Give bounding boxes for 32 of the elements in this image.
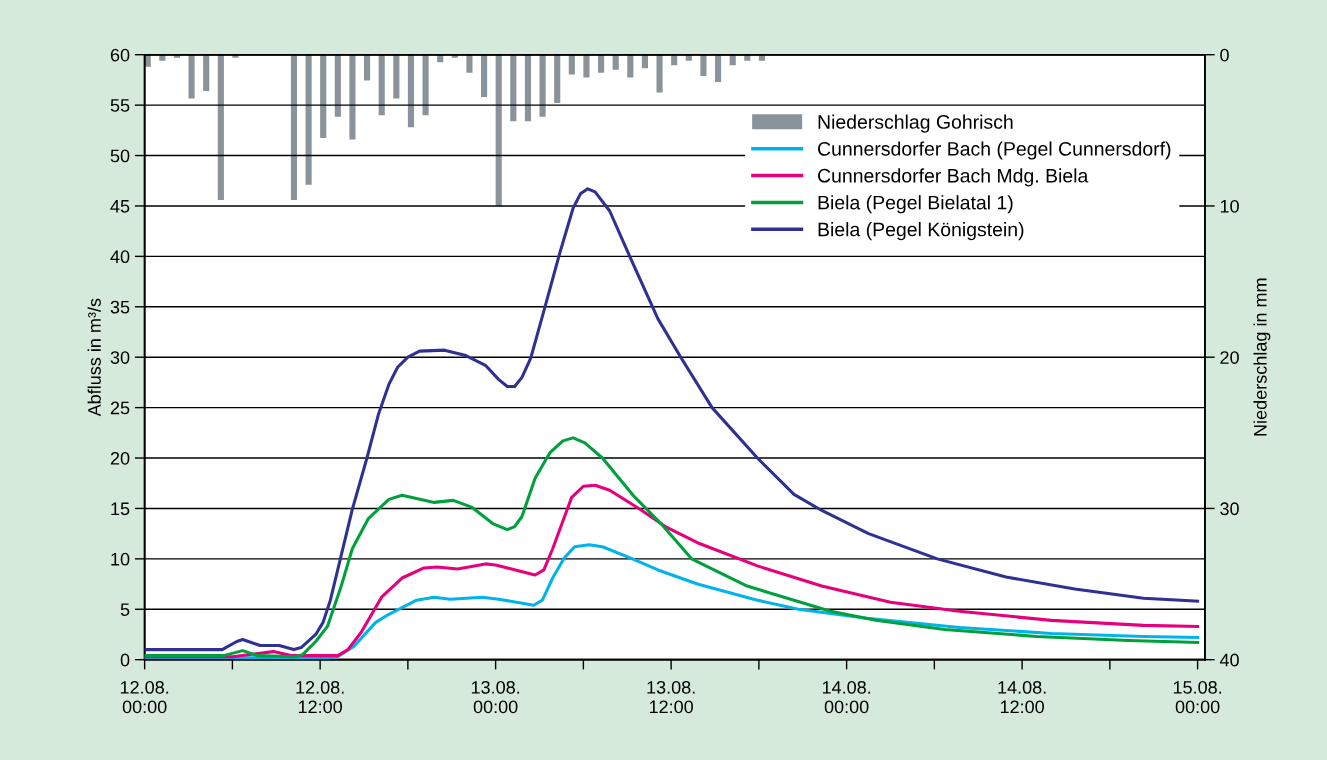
legend-label: Biela (Pegel Bielatal 1) [818, 195, 1013, 214]
y-tick-label: 0 [120, 653, 130, 667]
x-tick-label: 14.08. 12:00 [998, 680, 1046, 714]
x-tick-label: 12.08. 12:00 [296, 680, 344, 714]
legend-label: Cunnersdorfer Bach (Pegel Cunnersdorf) [818, 141, 1171, 160]
y-tick-label: 30 [110, 351, 130, 364]
y2-tick-label: 40 [1219, 653, 1239, 667]
y2-tick-label: 10 [1220, 199, 1239, 213]
y-tick-label: 35 [110, 300, 130, 314]
y2-tick-label: 0 [1220, 48, 1229, 62]
y2-axis-title: Niederschlag in mm [1253, 278, 1271, 436]
y-tick-label: 20 [110, 451, 130, 465]
legend-label: Niederschlag Gohrisch [818, 114, 1013, 133]
y-tick-label: 25 [110, 401, 130, 415]
y-tick-label: 50 [110, 149, 130, 163]
y-tick-label: 55 [110, 99, 130, 112]
y-tick-label: 5 [120, 603, 130, 616]
y-tick-label: 15 [111, 502, 130, 516]
x-tick-label: 13.08. 00:00 [471, 680, 520, 714]
y2-tick-label: 30 [1220, 502, 1239, 516]
y-axis-title: Abfluss in m³/s [87, 298, 101, 417]
y-tick-label: 60 [110, 48, 130, 62]
y-tick-label: 10 [111, 552, 130, 566]
x-tick-label: 13.08. 12:00 [647, 680, 695, 714]
legend-label: Cunnersdorfer Bach Mdg. Biela [818, 168, 1089, 187]
legend-label: Biela (Pegel Königstein) [818, 222, 1024, 241]
y-tick-label: 40 [110, 250, 130, 264]
x-tick-label: 15.08. 00:00 [1173, 680, 1222, 714]
x-tick-label: 12.08. 00:00 [120, 680, 169, 714]
y2-tick-label: 20 [1220, 351, 1239, 364]
y-tick-label: 45 [110, 200, 130, 213]
x-tick-label: 14.08. 00:00 [822, 680, 871, 714]
